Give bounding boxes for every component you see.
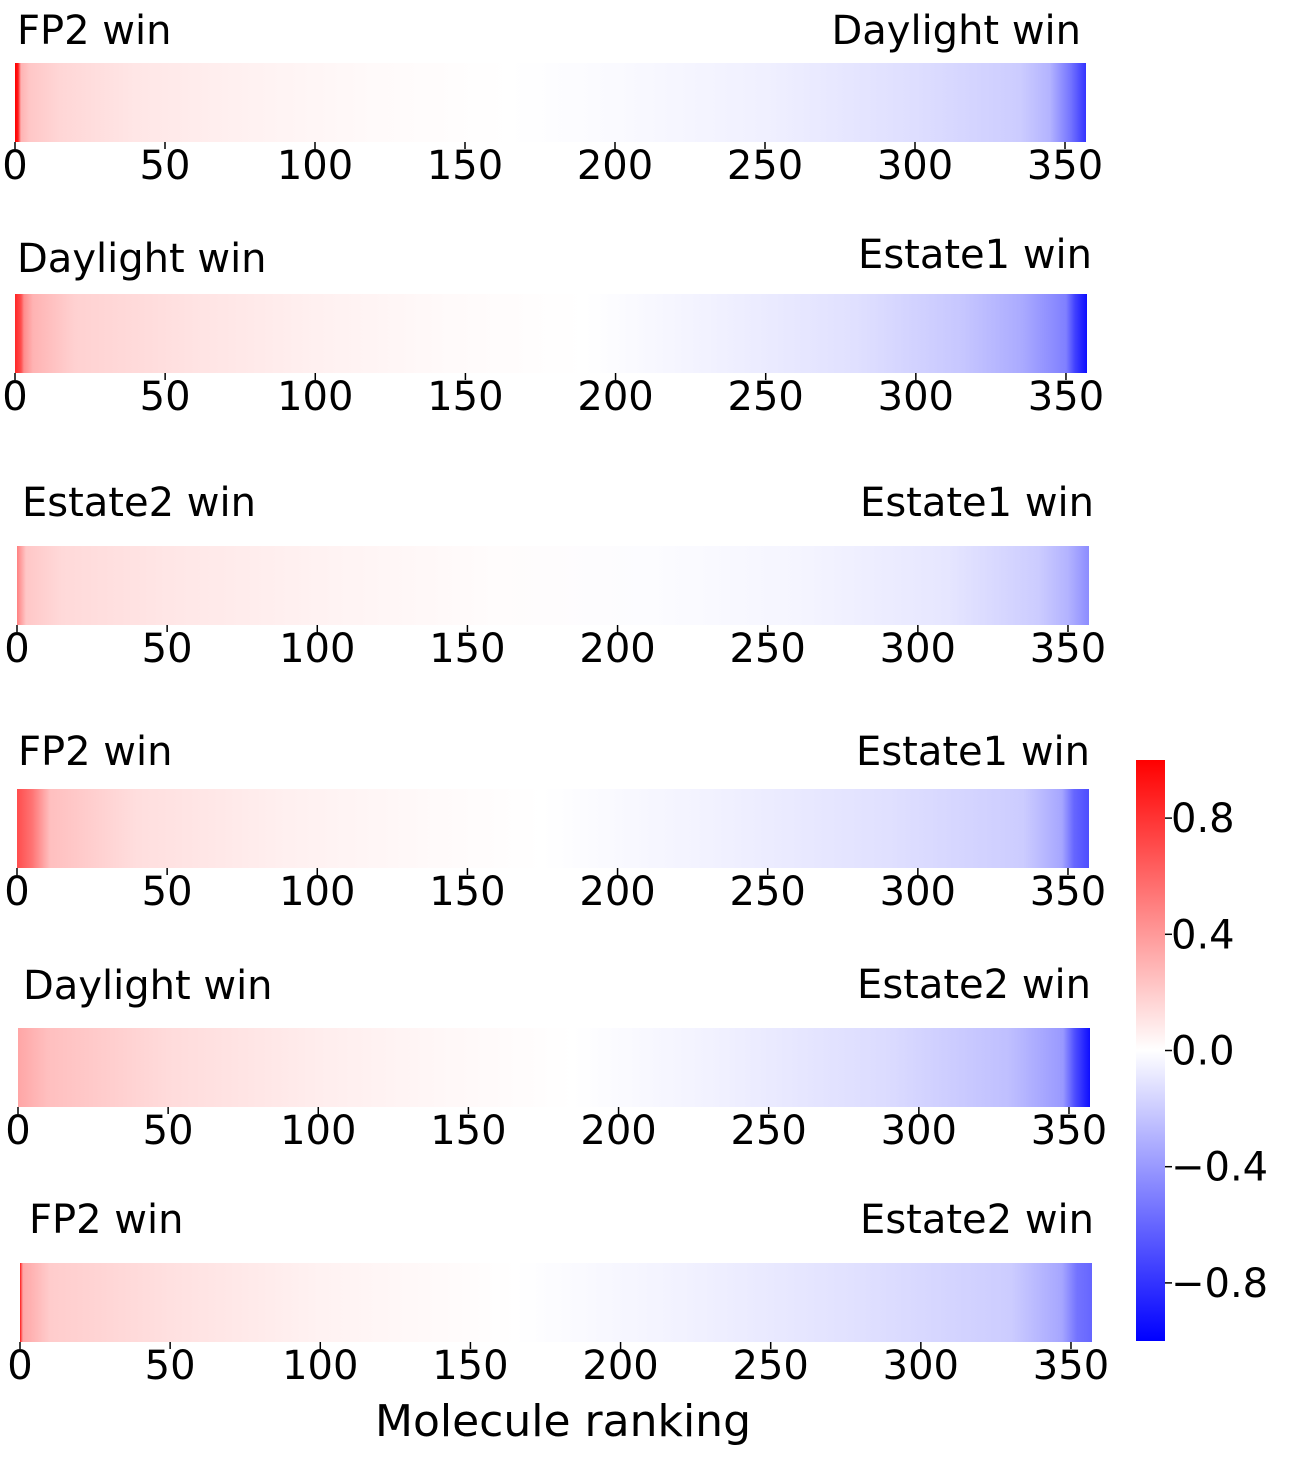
x-tick-label: 100 [277, 143, 353, 189]
x-tick-label: 350 [1027, 143, 1103, 189]
x-tick-label: 0 [4, 869, 29, 915]
x-tick-label: 50 [140, 143, 191, 189]
x-tick-label: 300 [881, 1108, 957, 1154]
strip-4-right-label: Estate1 win [856, 729, 1090, 775]
strip-4-left-label: FP2 win [18, 729, 172, 775]
x-tick-label: 300 [880, 869, 956, 915]
x-tick-label: 150 [427, 143, 503, 189]
strip-6: FP2 win Estate2 win 0 50 100 150 200 250 300 350 [7, 1197, 1109, 1389]
heatmap-strip-5 [18, 1028, 1090, 1107]
colorbar-tick-label: −0.4 [1171, 1145, 1268, 1191]
strip-6-left-label: FP2 win [29, 1197, 183, 1243]
x-tick-label: 200 [582, 1343, 658, 1389]
x-tick-label: 250 [727, 143, 803, 189]
heatmap-strips: FP2 win Daylight win 0 50 100 150 200 250 300 350… [2, 8, 1109, 1389]
x-tick-label: 150 [429, 869, 505, 915]
x-tick-label: 300 [877, 143, 953, 189]
heatmap-strip-6 [20, 1263, 1092, 1342]
colorbar-tick-label: 0.4 [1171, 912, 1235, 958]
colorbar: 0.8 0.4 0.0 −0.4 −0.8 [1136, 760, 1268, 1341]
x-tick-label: 250 [733, 1343, 809, 1389]
strip-1-right-label: Daylight win [831, 8, 1081, 54]
x-tick-label: 100 [280, 1108, 356, 1154]
x-tick-label: 300 [880, 626, 956, 672]
x-tick-label: 50 [142, 869, 193, 915]
strip-3: Estate2 win Estate1 win 0 50 100 150 200 250 300… [4, 480, 1106, 672]
x-tick-label: 350 [1033, 1343, 1109, 1389]
strip-5-left-label: Daylight win [23, 963, 273, 1009]
x-tick-label: 300 [883, 1343, 959, 1389]
x-tick-label: 200 [579, 869, 655, 915]
x-tick-label: 350 [1030, 869, 1106, 915]
colorbar-tick-label: 0.8 [1171, 796, 1235, 842]
x-tick-label: 0 [2, 143, 27, 189]
strip-3-left-label: Estate2 win [22, 480, 256, 526]
x-tick-label: 300 [878, 374, 954, 420]
x-tick-label: 250 [731, 1108, 807, 1154]
x-tick-label: 50 [145, 1343, 196, 1389]
heatmap-strip-1 [15, 63, 1086, 142]
x-axis-label: Molecule ranking [375, 1396, 751, 1447]
strip-3-right-label: Estate1 win [860, 480, 1094, 526]
x-tick-label: 200 [580, 1108, 656, 1154]
x-tick-label: 0 [5, 1108, 30, 1154]
strip-5: Daylight win Estate2 win 0 50 100 150 200 250 30… [5, 962, 1107, 1154]
x-tick-label: 0 [4, 626, 29, 672]
x-tick-label: 100 [279, 626, 355, 672]
x-tick-label: 0 [7, 1343, 32, 1389]
strip-1: FP2 win Daylight win 0 50 100 150 200 250 300 350 [2, 8, 1103, 189]
x-tick-label: 50 [143, 1108, 194, 1154]
x-tick-label: 0 [2, 374, 27, 420]
x-tick-label: 100 [279, 869, 355, 915]
x-tick-label: 250 [728, 374, 804, 420]
strip-2-right-label: Estate1 win [858, 232, 1092, 278]
x-tick-label: 350 [1030, 626, 1106, 672]
colorbar-gradient [1136, 760, 1165, 1341]
x-tick-label: 350 [1028, 374, 1104, 420]
x-tick-label: 150 [429, 626, 505, 672]
x-tick-label: 250 [730, 626, 806, 672]
x-tick-label: 100 [277, 374, 353, 420]
x-tick-label: 200 [577, 143, 653, 189]
heatmap-strip-4 [17, 789, 1089, 868]
strip-6-right-label: Estate2 win [860, 1197, 1094, 1243]
heatmap-strip-2 [15, 294, 1087, 373]
x-tick-label: 100 [282, 1343, 358, 1389]
x-tick-label: 250 [730, 869, 806, 915]
strip-1-left-label: FP2 win [17, 8, 171, 54]
strip-5-right-label: Estate2 win [857, 962, 1091, 1008]
x-tick-label: 150 [432, 1343, 508, 1389]
x-tick-label: 200 [579, 626, 655, 672]
x-tick-label: 50 [142, 626, 193, 672]
x-tick-label: 150 [430, 1108, 506, 1154]
strip-2: Daylight win Estate1 win 0 50 100 150 200 250 30… [2, 232, 1104, 420]
x-tick-label: 350 [1031, 1108, 1107, 1154]
colorbar-tick-label: −0.8 [1171, 1261, 1268, 1307]
x-tick-label: 50 [140, 374, 191, 420]
x-tick-label: 200 [577, 374, 653, 420]
heatmap-strip-3 [17, 546, 1089, 625]
strip-4: FP2 win Estate1 win 0 50 100 150 200 250 300 350 [4, 729, 1106, 915]
x-tick-label: 150 [427, 374, 503, 420]
strip-2-left-label: Daylight win [17, 236, 267, 282]
colorbar-tick-label: 0.0 [1171, 1029, 1235, 1075]
